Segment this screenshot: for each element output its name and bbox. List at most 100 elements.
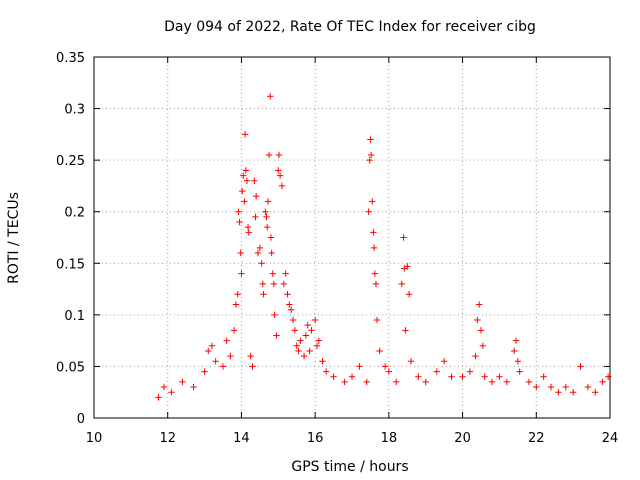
x-tick-label: 20 xyxy=(454,431,471,446)
data-point xyxy=(533,383,540,391)
data-point xyxy=(372,280,380,288)
data-point xyxy=(282,270,289,277)
data-point xyxy=(276,172,284,179)
data-point xyxy=(516,368,523,375)
data-point xyxy=(472,352,479,360)
x-tick-label: 22 xyxy=(528,431,545,446)
data-point xyxy=(448,373,455,380)
data-point xyxy=(459,373,466,380)
data-point xyxy=(295,347,302,355)
data-point xyxy=(258,260,265,267)
data-point xyxy=(479,342,487,349)
x-tick-label: 12 xyxy=(159,431,176,446)
data-point xyxy=(286,301,293,308)
data-point xyxy=(289,316,297,324)
data-point xyxy=(367,151,375,159)
data-point xyxy=(400,234,407,241)
data-point xyxy=(219,363,227,370)
y-tick-label: 0.35 xyxy=(56,51,85,66)
data-point xyxy=(241,198,248,205)
data-point xyxy=(266,92,274,100)
data-point xyxy=(249,363,256,370)
y-tick-label: 0.3 xyxy=(64,103,85,118)
data-point xyxy=(422,378,429,386)
data-point xyxy=(319,358,326,365)
data-point xyxy=(477,327,485,334)
data-point xyxy=(555,389,562,396)
data-point xyxy=(323,368,330,375)
data-point xyxy=(466,368,474,375)
data-point xyxy=(267,234,275,241)
data-point xyxy=(247,352,254,360)
data-point xyxy=(223,337,230,344)
data-point xyxy=(240,172,247,179)
data-point xyxy=(415,373,422,380)
data-point xyxy=(212,358,219,365)
data-point xyxy=(315,337,323,344)
y-tick-label: 0.1 xyxy=(64,309,85,324)
data-point xyxy=(496,373,503,380)
data-point xyxy=(371,270,379,277)
data-point xyxy=(402,327,409,334)
data-point xyxy=(242,167,250,174)
y-tick-label: 0 xyxy=(77,412,85,427)
plot-area-border xyxy=(93,56,611,419)
data-point xyxy=(348,373,356,380)
data-point xyxy=(547,383,555,391)
data-point xyxy=(264,198,272,205)
data-point xyxy=(297,337,304,344)
data-point xyxy=(263,213,270,221)
data-point xyxy=(398,280,405,288)
data-point xyxy=(300,352,308,360)
data-point xyxy=(252,213,259,221)
x-tick-label: 24 xyxy=(602,431,619,446)
data-point xyxy=(256,244,264,252)
y-tick-label: 0.2 xyxy=(64,206,85,221)
x-tick-label: 14 xyxy=(233,431,250,446)
data-point xyxy=(341,378,348,386)
data-point xyxy=(367,136,374,143)
data-point xyxy=(262,208,269,215)
data-point xyxy=(238,270,245,277)
data-point xyxy=(237,249,244,257)
data-point xyxy=(190,383,197,391)
data-point xyxy=(302,332,310,339)
data-point xyxy=(433,368,440,375)
data-point xyxy=(254,249,262,257)
data-point xyxy=(284,291,291,298)
data-point xyxy=(232,301,240,308)
data-point xyxy=(514,358,522,365)
data-point xyxy=(287,306,295,313)
data-point xyxy=(251,177,258,184)
data-point xyxy=(273,332,280,339)
data-point xyxy=(540,373,547,380)
data-point xyxy=(356,363,363,370)
data-point xyxy=(264,223,271,231)
data-point xyxy=(393,378,400,386)
grid-lines xyxy=(94,57,610,418)
data-point xyxy=(365,208,372,215)
data-point xyxy=(268,249,275,257)
data-point xyxy=(205,347,212,355)
data-point xyxy=(260,291,267,298)
data-point xyxy=(376,347,383,355)
data-point xyxy=(293,342,300,349)
y-tick-label: 0.25 xyxy=(56,154,85,169)
y-axis-label: ROTI / TECUs xyxy=(6,192,22,284)
data-point xyxy=(155,394,162,401)
data-point xyxy=(363,378,370,386)
data-point xyxy=(381,363,389,370)
data-point xyxy=(510,347,518,355)
data-point xyxy=(370,244,378,252)
data-point xyxy=(584,383,592,391)
data-point xyxy=(370,229,377,236)
data-point xyxy=(330,373,337,380)
data-point xyxy=(475,301,483,308)
data-point xyxy=(252,193,260,200)
data-point xyxy=(179,378,186,386)
data-point xyxy=(269,270,276,277)
data-point xyxy=(234,291,241,298)
data-point xyxy=(308,327,315,334)
data-point xyxy=(562,383,569,391)
data-point xyxy=(404,263,411,270)
